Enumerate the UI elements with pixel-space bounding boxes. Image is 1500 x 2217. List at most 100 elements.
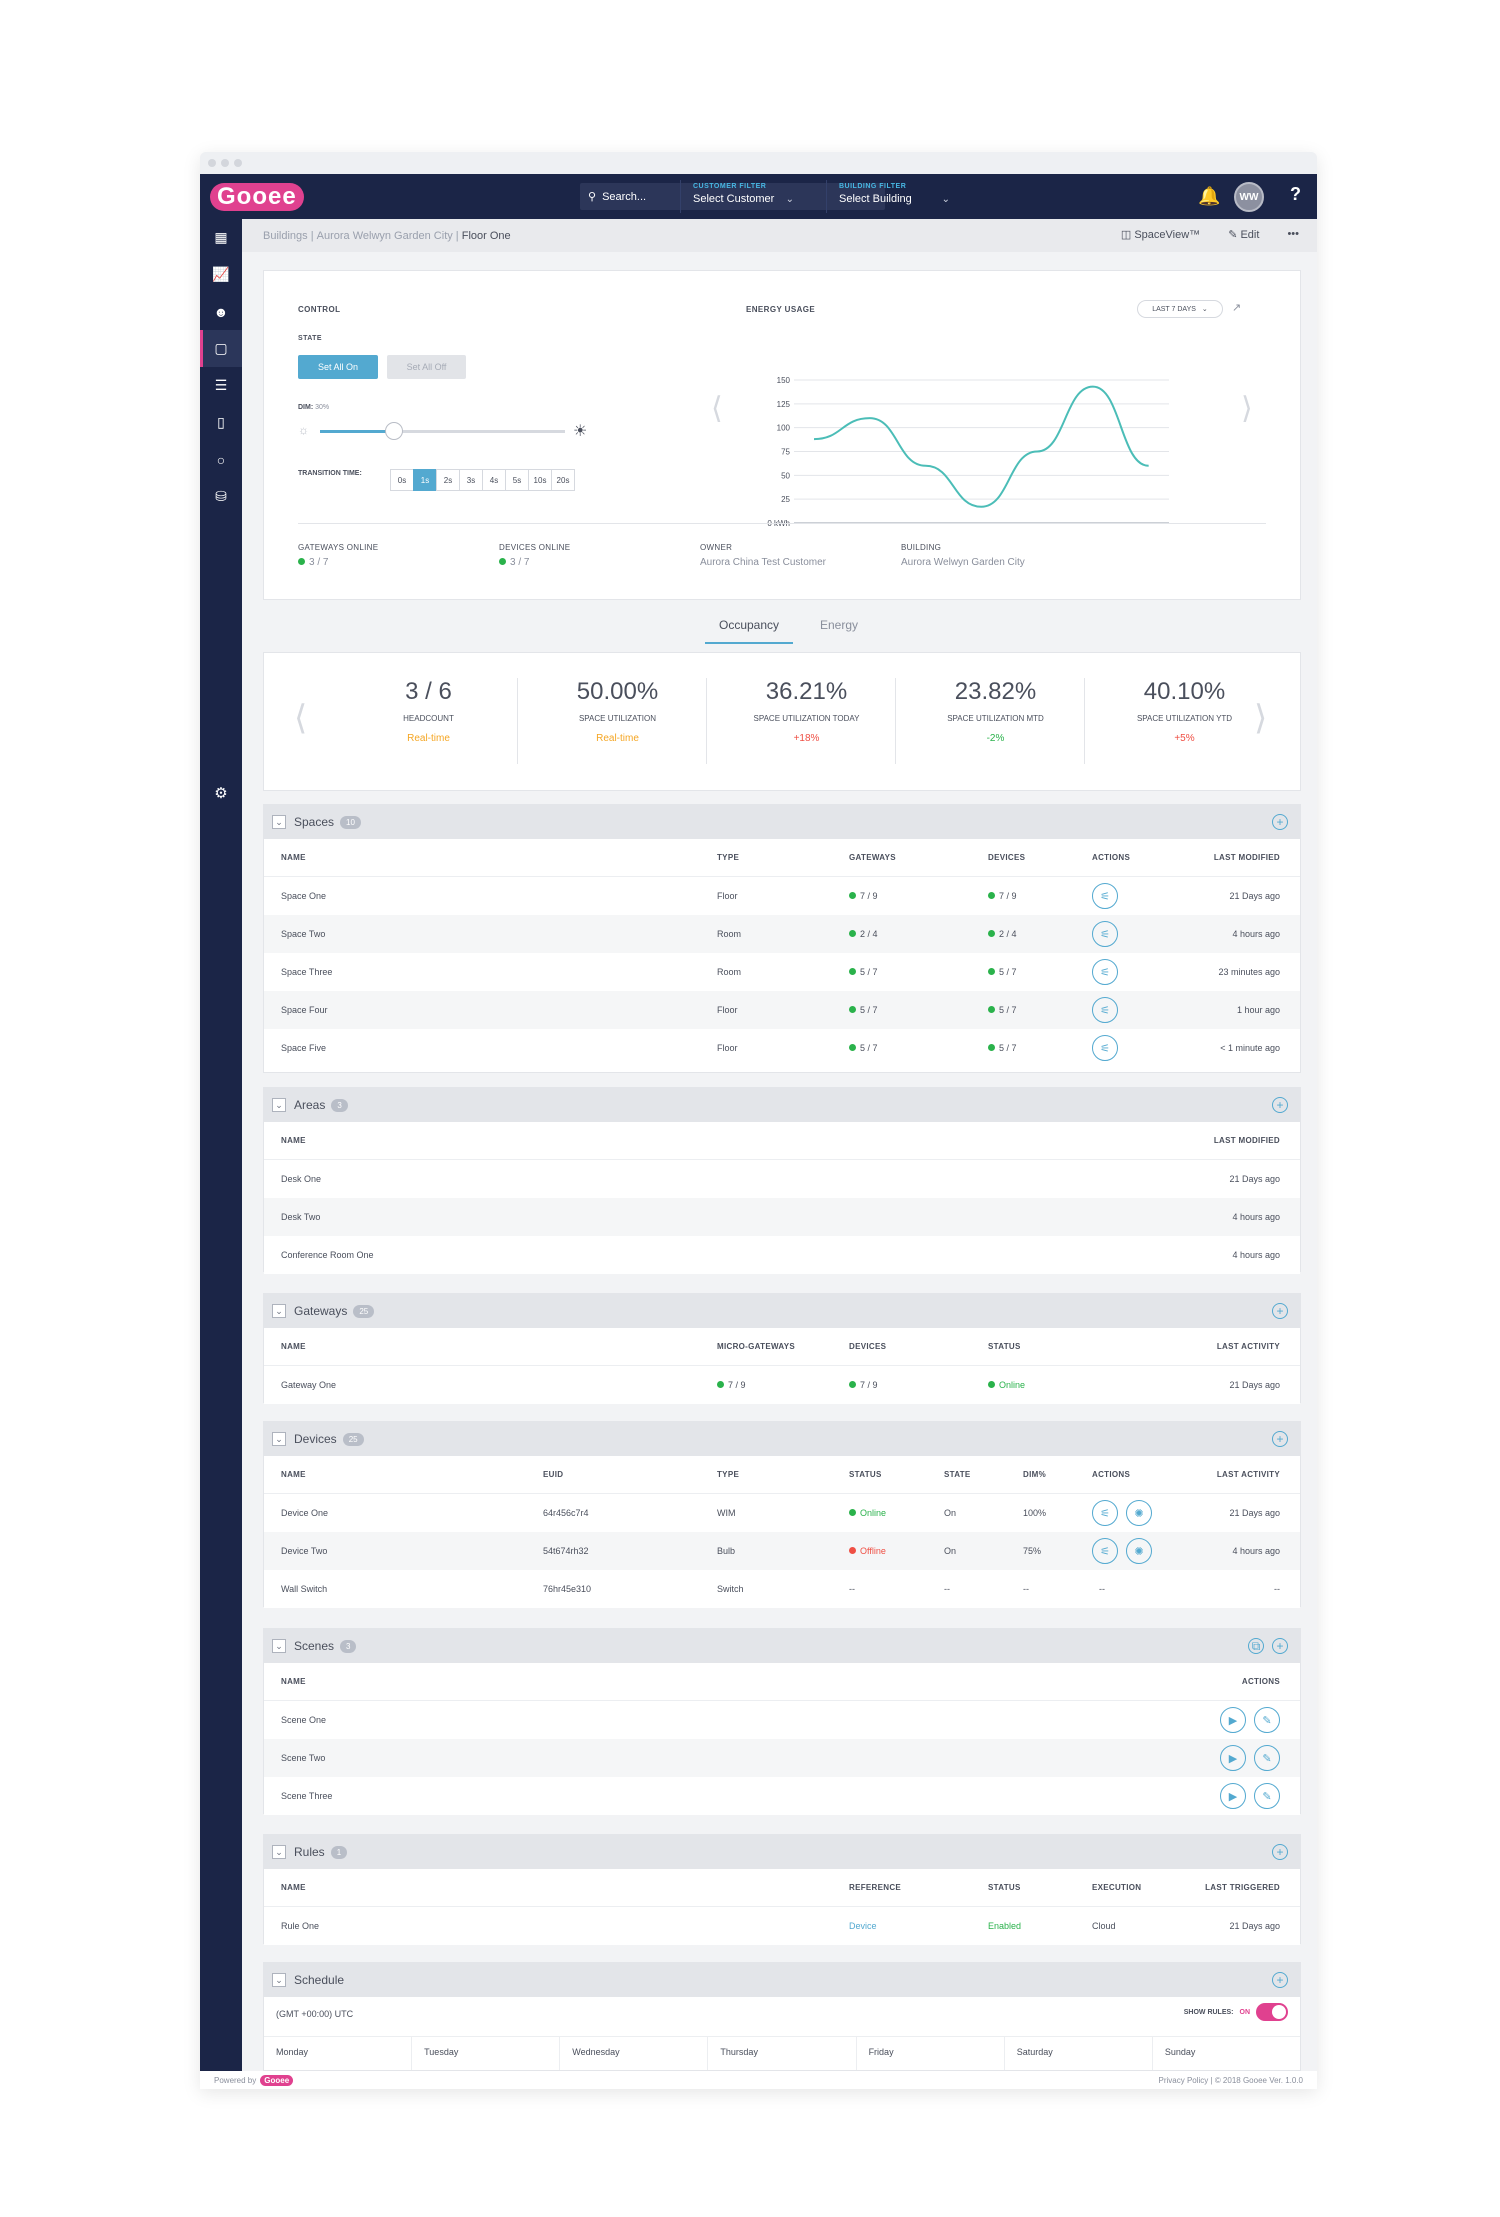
identify-icon[interactable]: ✺ bbox=[1126, 1538, 1152, 1564]
rule-name[interactable]: Rule One bbox=[281, 1921, 320, 1931]
show-rules-toggle[interactable] bbox=[1256, 2003, 1288, 2021]
collapse-toggle[interactable]: ⌄ bbox=[272, 1432, 286, 1446]
table-row[interactable]: Device One 64r456c7r4 WIM Online On 100% ⚟ ✺ 21 … bbox=[264, 1494, 1300, 1532]
space-name[interactable]: Space One bbox=[281, 891, 327, 901]
table-row[interactable]: Scene One ▶ ✎ bbox=[264, 1701, 1300, 1739]
transition-option[interactable]: 3s bbox=[459, 469, 483, 491]
space-name[interactable]: Space Two bbox=[281, 929, 326, 939]
tab-energy[interactable]: Energy bbox=[820, 618, 859, 632]
more-button[interactable]: ••• bbox=[1287, 228, 1299, 240]
table-row[interactable]: Space Two Room 2 / 4 2 / 4 ⚟ 4 hours ago bbox=[264, 915, 1300, 953]
spaceview-button[interactable]: ◫ SpaceView™ bbox=[1120, 229, 1201, 241]
table-row[interactable]: Conference Room One 4 hours ago bbox=[264, 1236, 1300, 1274]
col-last-modified[interactable]: LAST MODIFIED bbox=[1213, 853, 1280, 862]
sliders-icon[interactable]: ⚟ bbox=[1092, 921, 1118, 947]
space-name[interactable]: Space Four bbox=[281, 1005, 328, 1015]
gateway-name[interactable]: Gateway One bbox=[281, 1380, 337, 1390]
table-row[interactable]: Scene Three ▶ ✎ bbox=[264, 1777, 1300, 1815]
scene-name[interactable]: Scene One bbox=[281, 1715, 327, 1725]
collapse-toggle[interactable]: ⌄ bbox=[272, 815, 286, 829]
collapse-toggle[interactable]: ⌄ bbox=[272, 1845, 286, 1859]
device-name[interactable]: Wall Switch bbox=[281, 1584, 328, 1594]
dim-handle[interactable] bbox=[384, 422, 403, 440]
list-icon[interactable]: ☰ bbox=[214, 377, 228, 393]
kpi-prev-arrow[interactable]: ⟨ bbox=[294, 699, 308, 737]
add-gateway-button[interactable]: + bbox=[1272, 1303, 1288, 1319]
space-name[interactable]: Space Three bbox=[281, 967, 333, 977]
table-row[interactable]: Rule One Device Enabled Cloud 21 Days ago bbox=[264, 1907, 1300, 1945]
set-all-off-button[interactable]: Set All Off bbox=[387, 355, 466, 379]
pencil-icon[interactable]: ✎ bbox=[1254, 1707, 1280, 1733]
play-icon[interactable]: ▶ bbox=[1220, 1783, 1246, 1809]
dim-slider[interactable] bbox=[320, 422, 565, 440]
database-icon[interactable]: ⛁ bbox=[215, 488, 227, 504]
crumb-building[interactable]: Aurora Welwyn Garden City bbox=[316, 229, 453, 242]
range-select[interactable]: LAST 7 DAYS ⌄ bbox=[1137, 300, 1223, 318]
users-icon[interactable]: ☻ bbox=[213, 303, 229, 320]
building-filter[interactable]: BUILDING FILTER Select Building ⌄ bbox=[826, 180, 956, 213]
sliders-icon[interactable]: ⚟ bbox=[1092, 997, 1118, 1023]
grid-icon[interactable]: ▦ bbox=[214, 229, 228, 245]
play-icon[interactable]: ▶ bbox=[1220, 1745, 1246, 1771]
building-icon[interactable]: ▢ bbox=[200, 330, 242, 367]
transition-option[interactable]: 10s bbox=[528, 469, 552, 491]
table-row[interactable]: Desk Two 4 hours ago bbox=[264, 1198, 1300, 1236]
table-row[interactable]: Space Five Floor 5 / 7 5 / 7 ⚟ < 1 minute ago bbox=[264, 1029, 1300, 1067]
space-name[interactable]: Space Five bbox=[281, 1043, 327, 1053]
transition-option[interactable]: 4s bbox=[482, 469, 506, 491]
transition-option[interactable]: 5s bbox=[505, 469, 529, 491]
play-icon[interactable]: ▶ bbox=[1220, 1707, 1246, 1733]
device-name[interactable]: Device One bbox=[281, 1508, 329, 1518]
table-row[interactable]: Scene Two ▶ ✎ bbox=[264, 1739, 1300, 1777]
sliders-icon[interactable]: ⚟ bbox=[1092, 959, 1118, 985]
transition-option[interactable]: 0s bbox=[390, 469, 414, 491]
scene-name[interactable]: Scene Three bbox=[281, 1791, 333, 1801]
search-input[interactable]: ⚲ Search... bbox=[580, 183, 885, 210]
analytics-icon[interactable]: 📈 bbox=[212, 266, 230, 282]
set-all-on-button[interactable]: Set All On bbox=[298, 355, 378, 379]
customer-filter[interactable]: CUSTOMER FILTER Select Customer ⌄ bbox=[680, 180, 800, 213]
add-scene-button[interactable]: + bbox=[1272, 1638, 1288, 1654]
edit-button[interactable]: ✎ Edit bbox=[1228, 229, 1260, 241]
help-button[interactable]: ? bbox=[1290, 184, 1301, 204]
collapse-toggle[interactable]: ⌄ bbox=[272, 1304, 286, 1318]
identify-icon[interactable]: ✺ bbox=[1126, 1500, 1152, 1526]
external-link-icon[interactable]: ↗ bbox=[1232, 302, 1242, 314]
avatar[interactable]: WW bbox=[1234, 182, 1264, 212]
transition-option[interactable]: 1s bbox=[413, 469, 437, 491]
add-space-button[interactable]: + bbox=[1272, 814, 1288, 830]
sliders-icon[interactable]: ⚟ bbox=[1092, 1500, 1118, 1526]
sliders-icon[interactable]: ⚟ bbox=[1092, 1035, 1118, 1061]
copy-scene-button[interactable]: ⧉ bbox=[1248, 1638, 1264, 1654]
rule-reference-link[interactable]: Device bbox=[849, 1921, 877, 1931]
sliders-icon[interactable]: ⚟ bbox=[1092, 883, 1118, 909]
privacy-link[interactable]: Privacy Policy | © 2018 Gooee Ver. 1.0.0 bbox=[1158, 2075, 1304, 2085]
col-type[interactable]: TYPE bbox=[717, 853, 740, 862]
device-icon[interactable]: ▯ bbox=[217, 414, 225, 430]
kpi-next-arrow[interactable]: ⟩ bbox=[1254, 699, 1268, 737]
add-schedule-button[interactable]: + bbox=[1272, 1972, 1288, 1988]
crumb-buildings[interactable]: Buildings bbox=[263, 229, 308, 242]
sliders-icon[interactable]: ⚟ bbox=[1092, 1538, 1118, 1564]
table-row[interactable]: Device Two 54t674rh32 Bulb Offline On 75% ⚟ ✺ 4 … bbox=[264, 1532, 1300, 1570]
area-name[interactable]: Desk One bbox=[281, 1174, 322, 1184]
table-row[interactable]: Desk One 21 Days ago bbox=[264, 1160, 1300, 1198]
tab-occupancy[interactable]: Occupancy bbox=[705, 618, 794, 644]
add-area-button[interactable]: + bbox=[1272, 1097, 1288, 1113]
transition-option[interactable]: 2s bbox=[436, 469, 460, 491]
chart-prev-arrow[interactable]: ⟨ bbox=[711, 392, 723, 425]
table-row[interactable]: Gateway One 7 / 9 7 / 9 Online 21 Days ago bbox=[264, 1366, 1300, 1404]
add-rule-button[interactable]: + bbox=[1272, 1844, 1288, 1860]
pencil-icon[interactable]: ✎ bbox=[1254, 1783, 1280, 1809]
collapse-toggle[interactable]: ⌄ bbox=[272, 1973, 286, 1987]
table-row[interactable]: Space One Floor 7 / 9 7 / 9 ⚟ 21 Days ago bbox=[264, 877, 1300, 915]
table-row[interactable]: Wall Switch 76hr45e310 Switch -- -- -- -- -- bbox=[264, 1570, 1300, 1608]
scene-name[interactable]: Scene Two bbox=[281, 1753, 326, 1763]
col-name[interactable]: NAME bbox=[281, 853, 306, 862]
add-device-button[interactable]: + bbox=[1272, 1431, 1288, 1447]
chart-next-arrow[interactable]: ⟩ bbox=[1241, 392, 1253, 425]
bell-icon[interactable]: 🔔 bbox=[1198, 186, 1221, 206]
area-name[interactable]: Desk Two bbox=[281, 1212, 321, 1222]
device-name[interactable]: Device Two bbox=[281, 1546, 328, 1556]
gooee-logo[interactable]: Gooee bbox=[210, 182, 304, 211]
